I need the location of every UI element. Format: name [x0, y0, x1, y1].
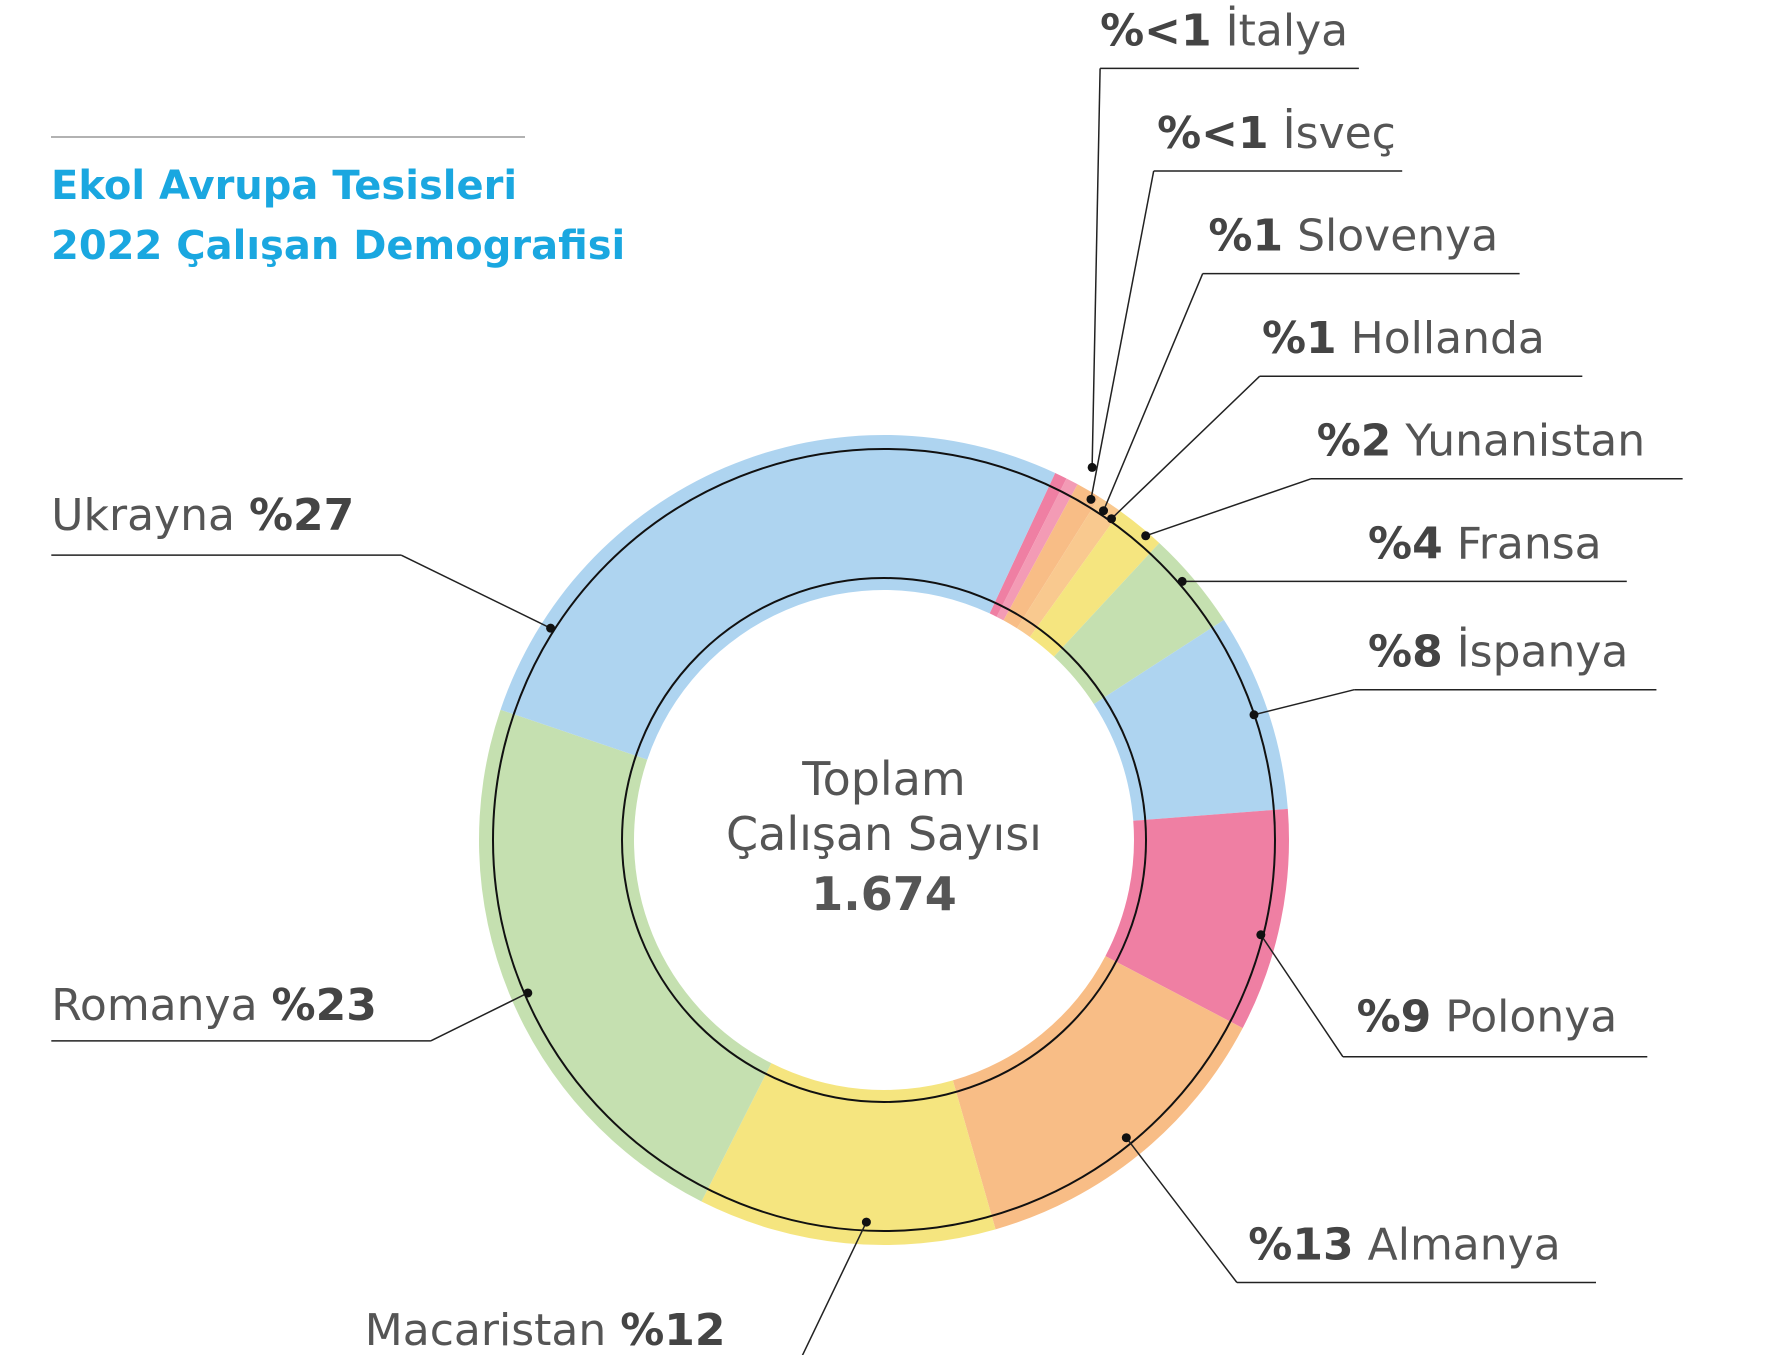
leader-dot [1141, 531, 1151, 541]
category-label: Slovenya [1297, 211, 1498, 262]
category-label: Yunanistan [1404, 416, 1645, 467]
category-label: İtalya [1226, 4, 1348, 56]
category-label: Romanya [51, 980, 257, 1031]
value-label: %27 [249, 490, 354, 541]
slice-label: Macaristan %12 [365, 1305, 726, 1355]
leader-line [1125, 1137, 1238, 1283]
category-label: İspanya [1457, 626, 1629, 678]
slice-label: %<1 İsveç [1157, 107, 1396, 159]
slice-label: %4 Fransa [1368, 518, 1602, 569]
value-label: %2 [1317, 416, 1392, 467]
category-label: Ukrayna [51, 490, 235, 541]
ring-outline [621, 577, 1147, 1103]
slice-label: %<1 İtalya [1100, 4, 1348, 56]
slice [1093, 619, 1288, 821]
slice [1029, 511, 1160, 657]
leader-dot [1249, 710, 1259, 720]
donut [479, 435, 1290, 1245]
value-label: %<1 [1157, 108, 1269, 159]
category-label: Polonya [1445, 991, 1617, 1042]
leader-line [1090, 170, 1155, 500]
leader-dot [861, 1217, 871, 1227]
leader-line [430, 992, 529, 1042]
slice [1003, 484, 1100, 629]
slice [989, 472, 1067, 617]
leader-dot [1121, 1133, 1131, 1143]
leader-line [1102, 273, 1204, 512]
leader-dot [1256, 930, 1266, 940]
ring-outline [492, 448, 1276, 1232]
value-label: %1 [1262, 313, 1337, 364]
slice-label: Ukrayna %27 [51, 490, 354, 541]
slice-label: %2 Yunanistan [1317, 416, 1645, 467]
leader-line [1110, 375, 1261, 520]
leader-dot [1086, 494, 1096, 504]
leader-line [801, 1221, 868, 1355]
slice [479, 709, 772, 1202]
slice [1105, 808, 1290, 1029]
category-label: Fransa [1457, 518, 1602, 569]
leader-dot [546, 623, 556, 633]
leader-line [1091, 68, 1101, 468]
value-label: %13 [1248, 1219, 1353, 1270]
slice [996, 478, 1078, 621]
slice-label: %1 Slovenya [1208, 211, 1498, 262]
slice [1016, 497, 1121, 637]
value-label: %4 [1368, 518, 1443, 569]
category-label: Macaristan [365, 1305, 606, 1355]
slice-label: %1 Hollanda [1262, 313, 1545, 364]
slice [500, 435, 1056, 760]
value-label: %9 [1357, 991, 1432, 1042]
center-text: Çalışan Sayısı [726, 807, 1042, 861]
value-label: %23 [272, 980, 377, 1031]
slice-label: %13 Almanya [1248, 1219, 1560, 1270]
leader-dot [1177, 576, 1187, 586]
center-text: Toplam [801, 752, 965, 806]
leader-line [1253, 688, 1355, 716]
value-label: %<1 [1100, 5, 1212, 56]
category-label: Almanya [1368, 1219, 1561, 1270]
leader-dot [1107, 514, 1116, 524]
leader-dot [1099, 506, 1109, 516]
leader-dot [1087, 462, 1097, 472]
leader-line [1260, 934, 1344, 1058]
labels: %<1 İtalya %<1 İsveç %1 Slovenya %1 Hollanda %2 Y… [51, 4, 1683, 1355]
chart-title: 2022 Çalışan Demografisi [51, 223, 625, 269]
leader-line [400, 554, 551, 629]
leader-dot [523, 988, 533, 998]
slice-label: %8 İspanya [1368, 626, 1628, 678]
slice-label: %9 Polonya [1357, 991, 1618, 1042]
center-total: 1.674 [811, 867, 957, 921]
category-label: İsveç [1283, 107, 1396, 159]
slice [701, 1063, 996, 1245]
value-label: %12 [620, 1305, 725, 1355]
value-label: %1 [1208, 211, 1283, 262]
chart-title: Ekol Avrupa Tesisleri [51, 163, 517, 209]
value-label: %8 [1368, 627, 1443, 678]
slice-label: Romanya %23 [51, 980, 377, 1031]
slice [952, 956, 1243, 1230]
category-label: Hollanda [1351, 313, 1545, 364]
leader-line [1145, 478, 1312, 537]
